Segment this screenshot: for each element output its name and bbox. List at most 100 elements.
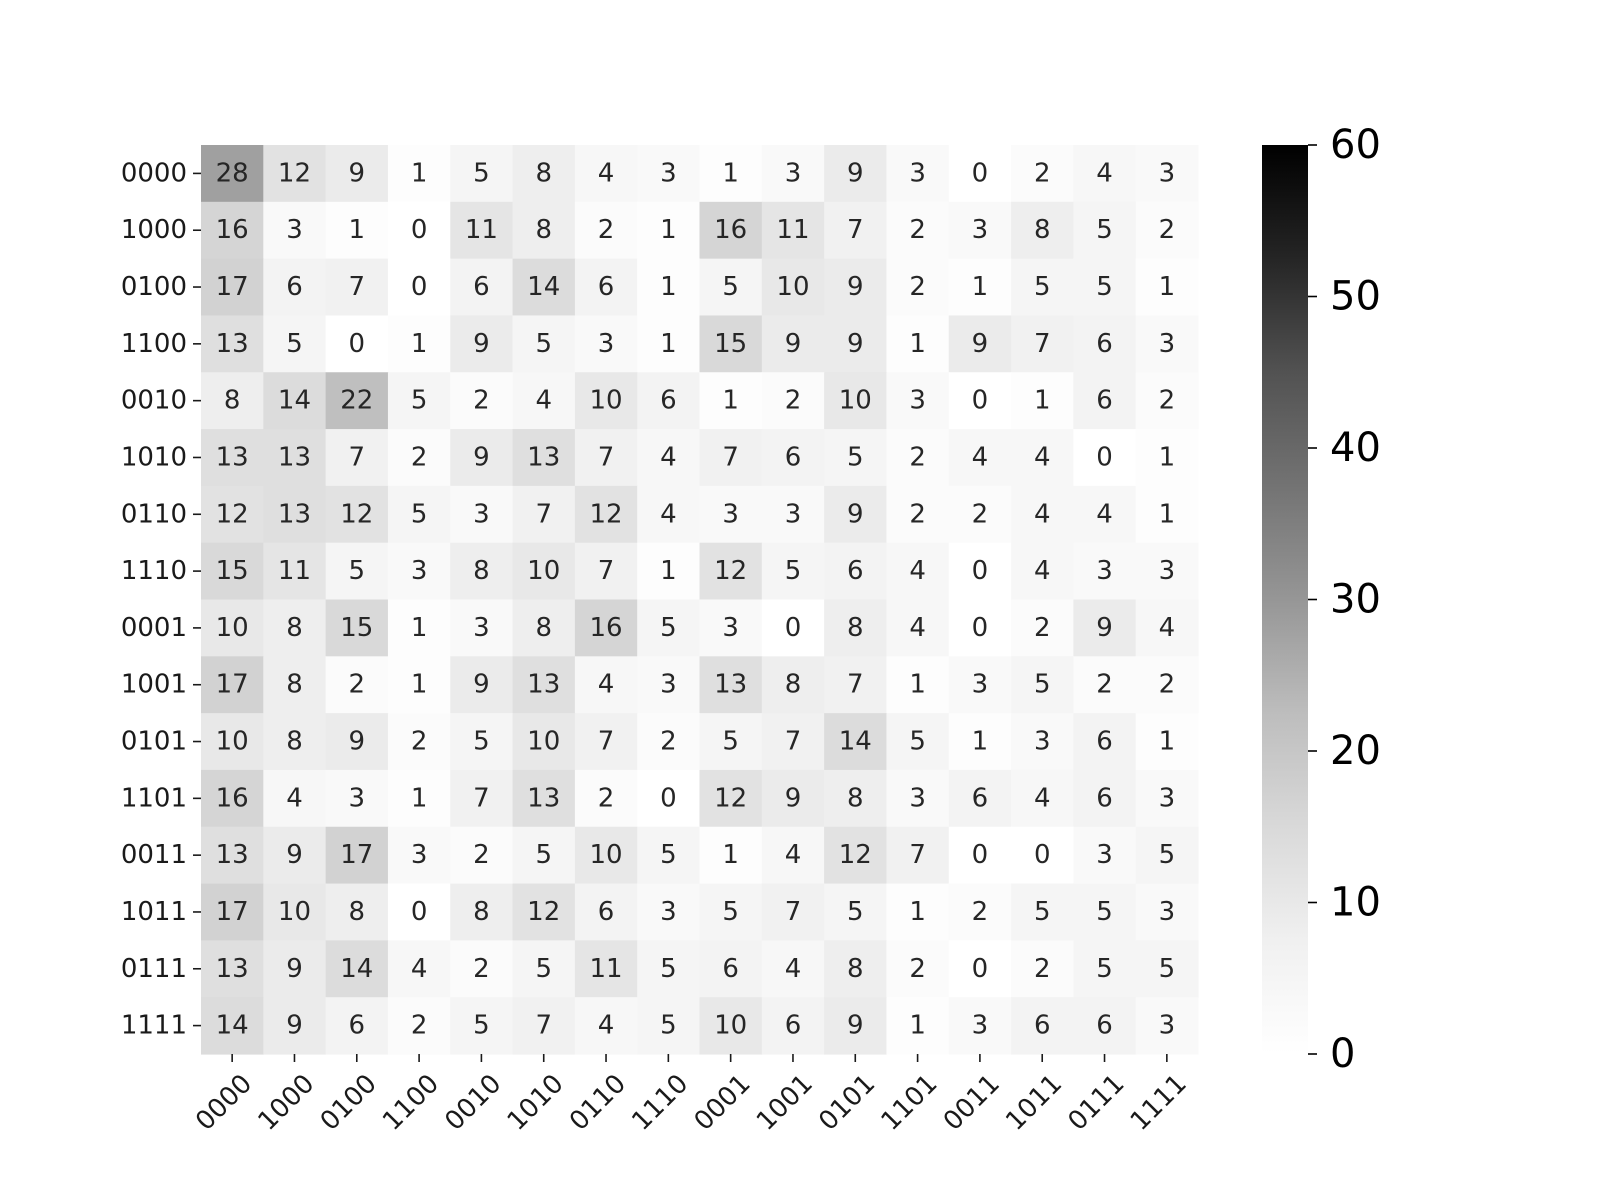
cell-value-label: 10 [839, 386, 872, 416]
cell-value-label: 6 [1034, 1011, 1051, 1041]
heatmap-cell [637, 201, 701, 260]
column-tick-label: 0111 [1062, 1069, 1130, 1137]
cell-value-label: 5 [1096, 954, 1113, 984]
cell-value-label: 8 [473, 897, 490, 927]
cell-value-label: 3 [411, 840, 428, 870]
heatmap-cell [1011, 656, 1074, 714]
cell-value-label: 1 [972, 727, 989, 757]
column-tick-label: 1010 [502, 1069, 570, 1137]
heatmap-cell [512, 883, 576, 941]
cell-value-label: 9 [349, 158, 366, 188]
heatmap-cell [1011, 769, 1074, 828]
heatmap-cell [574, 713, 638, 771]
cell-value-label: 6 [349, 1011, 366, 1041]
cell-value-label: 2 [1034, 954, 1051, 984]
cell-value-label: 9 [847, 158, 864, 188]
cell-value-label: 4 [286, 783, 303, 813]
heatmap-cell [1011, 940, 1074, 998]
heatmap-cell [761, 940, 825, 998]
heatmap-cell [824, 826, 888, 885]
colorbar-tick-label: 10 [1330, 880, 1381, 926]
cell-value-label: 1 [722, 840, 739, 870]
heatmap-cell [263, 429, 327, 487]
cell-value-label: 4 [1096, 499, 1113, 529]
cell-value-label: 6 [785, 1011, 802, 1041]
heatmap-cell [325, 656, 389, 714]
cell-value-label: 5 [473, 1011, 490, 1041]
cell-value-label: 9 [785, 329, 802, 359]
cell-value-label: 2 [909, 954, 926, 984]
cell-value-label: 5 [349, 556, 366, 586]
column-tick-label: 1000 [252, 1069, 320, 1137]
heatmap-cell [1073, 656, 1137, 714]
cell-value-label: 12 [589, 499, 622, 529]
column-tick-label: 1101 [876, 1069, 944, 1137]
heatmap-cell [761, 883, 825, 941]
cell-value-label: 14 [839, 727, 872, 757]
cell-value-label: 0 [785, 613, 802, 643]
column-tick-label: 1110 [626, 1069, 694, 1137]
heatmap-cell [1073, 429, 1137, 487]
cell-value-label: 4 [535, 386, 552, 416]
cell-value-label: 5 [535, 329, 552, 359]
heatmap-cell [450, 372, 514, 430]
row-tick-label: 0011 [121, 840, 187, 870]
cell-value-label: 2 [660, 727, 677, 757]
heatmap-cell [948, 429, 1012, 487]
cell-value-label: 9 [1096, 613, 1113, 643]
row-tick-label: 1110 [121, 556, 187, 586]
cell-value-label: 6 [598, 272, 615, 302]
heatmap-cell [387, 769, 451, 828]
heatmap-cell [886, 372, 950, 430]
heatmap-cell [637, 883, 701, 941]
heatmap-cell [574, 315, 638, 373]
heatmap-cell [824, 315, 888, 373]
heatmap-cell [886, 656, 950, 714]
heatmap-cell [450, 485, 514, 544]
cell-value-label: 6 [1096, 386, 1113, 416]
cell-value-label: 17 [216, 670, 249, 700]
heatmap-cell [824, 940, 888, 998]
column-tick-label: 1011 [1000, 1069, 1068, 1137]
cell-value-label: 10 [527, 556, 560, 586]
cell-value-label: 7 [847, 215, 864, 245]
cell-value-label: 5 [1034, 272, 1051, 302]
cell-value-label: 3 [972, 215, 989, 245]
heatmap-cell [1135, 258, 1199, 317]
cell-value-label: 9 [972, 329, 989, 359]
heatmap-cell [387, 145, 451, 203]
heatmap-cell [824, 485, 888, 544]
heatmap-cell [948, 485, 1012, 544]
cell-value-label: 2 [473, 840, 490, 870]
cell-value-label: 1 [411, 670, 428, 700]
heatmap-cell [1011, 201, 1074, 260]
column-tick-label: 0001 [689, 1069, 757, 1137]
cell-value-label: 16 [216, 215, 249, 245]
cell-value-label: 0 [660, 783, 677, 813]
heatmap-cell [637, 372, 701, 430]
heatmap-cell [761, 372, 825, 430]
cell-value-label: 5 [473, 727, 490, 757]
heatmap-cell [1135, 997, 1199, 1055]
cell-value-label: 11 [278, 556, 311, 586]
heatmap-cell [512, 826, 576, 885]
heatmap-cell [699, 258, 763, 317]
heatmap-cell [1073, 769, 1137, 828]
cell-value-label: 13 [714, 670, 747, 700]
cell-value-label: 3 [473, 499, 490, 529]
heatmap-cell [263, 599, 327, 657]
cell-value-label: 1 [909, 1011, 926, 1041]
row-tick-label: 1111 [121, 1011, 187, 1041]
heatmap-cell [699, 997, 763, 1055]
heatmap-cell [574, 258, 638, 317]
heatmap-cell [1073, 542, 1137, 601]
heatmap-cell [574, 429, 638, 487]
heatmap-cell [574, 201, 638, 260]
cell-value-label: 8 [224, 386, 241, 416]
row-tick-label: 1101 [121, 783, 187, 813]
colorbar: 0 10 20 30 40 50 60 [1262, 122, 1381, 1077]
cell-value-label: 6 [1096, 727, 1113, 757]
cell-value-label: 5 [411, 386, 428, 416]
heatmap-cell [1135, 883, 1199, 941]
cell-value-label: 7 [535, 499, 552, 529]
